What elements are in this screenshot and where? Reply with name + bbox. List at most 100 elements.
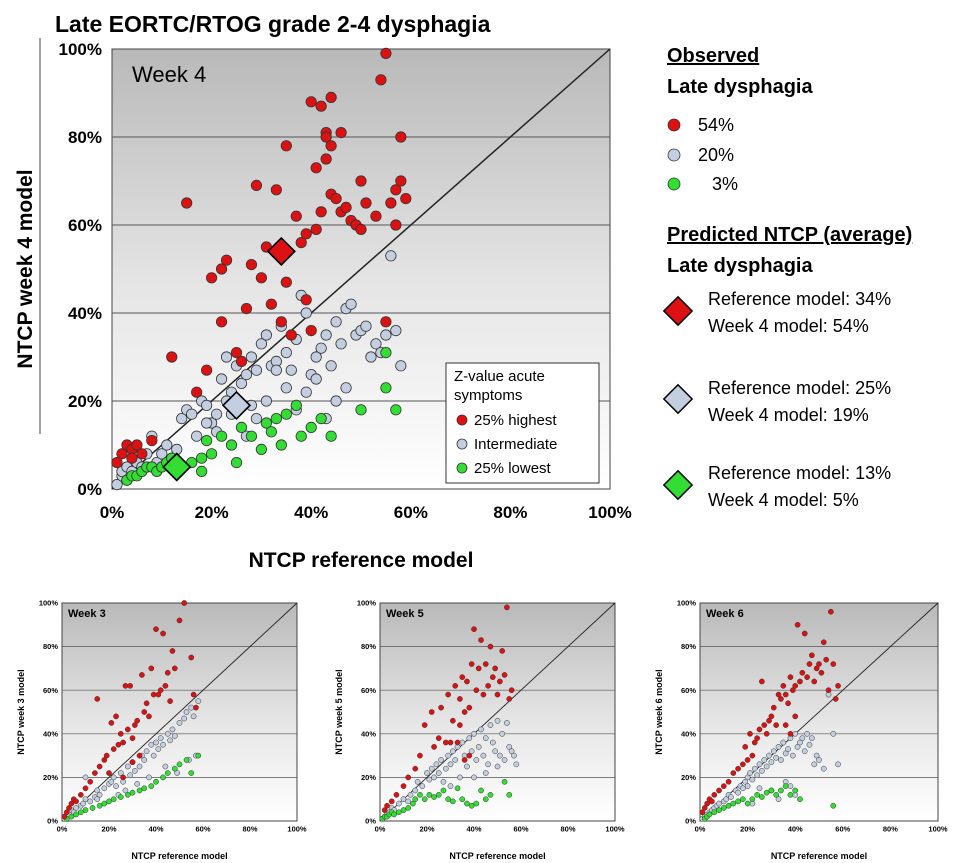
week6-point-mid [778, 757, 784, 763]
week5-point-mid [473, 757, 480, 763]
week3-point-high [162, 682, 169, 689]
predicted-marker-mid [662, 383, 694, 415]
main-legend: Z-value acute symptoms 25% highest Inter… [445, 362, 600, 484]
week3-point-mid [94, 787, 101, 794]
week5-x-axis-label: NTCP reference model [449, 851, 545, 861]
week5-point-mid [431, 774, 437, 781]
week5-point-high [393, 791, 400, 798]
week5-point-high [485, 682, 491, 689]
main-point-low [255, 443, 267, 455]
week6-x-tick-label: 40% [788, 825, 803, 834]
week3-point-mid [136, 763, 143, 770]
week6-point-high [766, 717, 772, 724]
main-point-high [235, 355, 248, 367]
week3-point-high [115, 741, 122, 748]
main-x-tick-label: 80% [493, 503, 527, 522]
week3-point-high [77, 791, 84, 798]
week6-point-high [751, 739, 758, 746]
week3-point-mid [183, 709, 190, 715]
week6-point-high [744, 757, 751, 763]
week5-point-mid [489, 739, 496, 746]
week5-point-mid [494, 763, 501, 770]
main-point-high [385, 197, 397, 209]
main-point-mid [340, 382, 352, 394]
week3-point-low [77, 809, 84, 816]
week3-x-tick-label: 80% [242, 825, 257, 834]
week6-point-mid [768, 759, 775, 765]
week3-panel-label: Week 3 [68, 608, 106, 620]
week3-point-mid [96, 791, 103, 798]
week3-point-low [141, 785, 148, 792]
main-point-high [131, 439, 143, 451]
week3-point-high [120, 739, 126, 746]
week6-point-low [716, 807, 722, 813]
week5-point-mid [513, 761, 520, 768]
week3-point-mid [181, 715, 188, 722]
week5-point-mid [414, 778, 421, 785]
week6-point-mid [739, 785, 746, 792]
week6-point-mid [759, 768, 765, 774]
week6-point-high [759, 678, 765, 685]
week5-reference-line [379, 602, 616, 822]
week3-point-high [150, 691, 157, 698]
main-point-mid [360, 320, 372, 332]
week3-point-high [63, 809, 70, 816]
week5-point-high [454, 739, 461, 746]
week5-point-high [497, 678, 503, 685]
week6-point-high [756, 726, 763, 733]
main-point-low [196, 465, 208, 477]
week6-point-high [787, 730, 794, 737]
main-point-low [380, 346, 392, 359]
week3-point-mid [146, 774, 152, 781]
week3-y-tick-label: 60% [43, 686, 58, 695]
main-point-high [215, 316, 228, 328]
week6-point-low [763, 789, 770, 796]
week5-y-tick-label: 100% [357, 599, 377, 608]
main-legend-box [445, 362, 600, 484]
week3-point-low [82, 807, 89, 813]
week6-point-high [823, 656, 829, 663]
week3-point-mid [157, 735, 164, 742]
week3-point-low [96, 802, 103, 809]
main-panel-label: Week 4 [132, 62, 206, 87]
main-point-high [310, 223, 322, 235]
main-point-high [275, 316, 287, 328]
main-point-mid [320, 329, 332, 341]
main-point-mid [315, 342, 327, 354]
week6-point-high [828, 608, 834, 615]
main-point-high [240, 302, 253, 315]
main-point-high [305, 324, 317, 337]
week6-point-low [720, 805, 727, 811]
week6-point-low [744, 800, 751, 807]
main-point-mid [220, 351, 233, 363]
main-point-mid [300, 307, 312, 319]
week6-point-high [792, 682, 799, 689]
week6-point-high [835, 682, 841, 689]
week6-point-high [782, 722, 789, 728]
predicted-low-week4: Week 4 model: 5% [708, 490, 859, 510]
week3-x-tick-label: 60% [195, 825, 210, 834]
week3-point-high [136, 752, 143, 759]
week3-point-mid [169, 726, 176, 733]
week3-point-mid [101, 785, 108, 792]
week6-point-high [711, 791, 718, 798]
week5-point-low [410, 800, 416, 807]
week3-point-low [124, 791, 131, 798]
main-point-high [395, 131, 407, 143]
week5-point-high [478, 637, 484, 643]
main-y-tick-label: 40% [68, 304, 102, 323]
main-point-low [201, 434, 213, 447]
week3-point-high [117, 730, 124, 737]
week5-point-mid [464, 763, 470, 770]
week5-point-mid [482, 770, 489, 776]
week5-point-mid [412, 787, 419, 794]
week3-x-tick-label: 20% [101, 825, 116, 834]
week5-point-low [468, 802, 475, 809]
week5-point-high [417, 752, 423, 759]
week3-point-high [122, 682, 129, 689]
week6-point-high [716, 787, 722, 794]
week5-point-low [473, 800, 480, 807]
main-x-tick-label: 40% [294, 503, 328, 522]
week3-point-low [176, 761, 183, 768]
